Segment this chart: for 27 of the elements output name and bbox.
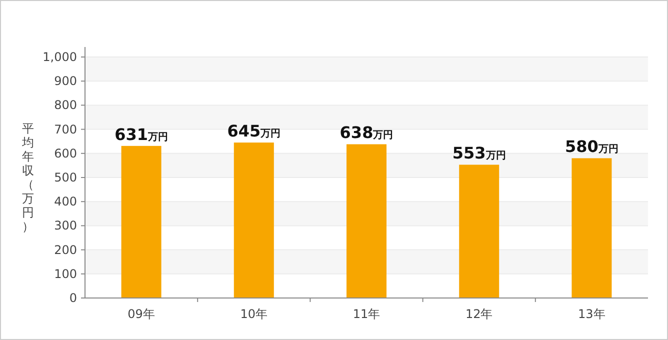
y-tick-label: 700 bbox=[54, 122, 77, 136]
data-label: 631万円 bbox=[114, 124, 168, 144]
bar bbox=[121, 146, 162, 298]
y-tick-label: 900 bbox=[54, 74, 77, 88]
x-tick-label: 11年 bbox=[352, 307, 380, 321]
x-tick-label: 09年 bbox=[128, 307, 155, 321]
data-label: 580万円 bbox=[564, 137, 618, 156]
bar bbox=[346, 144, 386, 298]
y-tick-label: 100 bbox=[54, 266, 77, 281]
data-label: 645万円 bbox=[227, 122, 281, 141]
y-tick-label: 800 bbox=[54, 98, 77, 112]
y-tick-label: 0 bbox=[69, 291, 77, 305]
bar bbox=[572, 158, 612, 298]
x-tick-label: 13年 bbox=[578, 307, 606, 321]
bar bbox=[459, 164, 500, 298]
data-label: 638万円 bbox=[340, 123, 394, 142]
y-tick-label: 400 bbox=[54, 194, 77, 209]
x-tick-label: 12年 bbox=[465, 307, 493, 321]
y-tick-label: 600 bbox=[54, 146, 77, 160]
y-tick-label: 200 bbox=[54, 242, 77, 257]
y-tick-label: 300 bbox=[54, 218, 77, 233]
y-tick-label: 1,000 bbox=[42, 50, 77, 64]
y-tick-label: 500 bbox=[54, 170, 77, 184]
data-label: 553万円 bbox=[452, 144, 506, 163]
y-axis-title: 平均年収（万円） bbox=[21, 122, 34, 234]
bar bbox=[234, 142, 274, 298]
x-tick-label: 10年 bbox=[240, 307, 268, 321]
